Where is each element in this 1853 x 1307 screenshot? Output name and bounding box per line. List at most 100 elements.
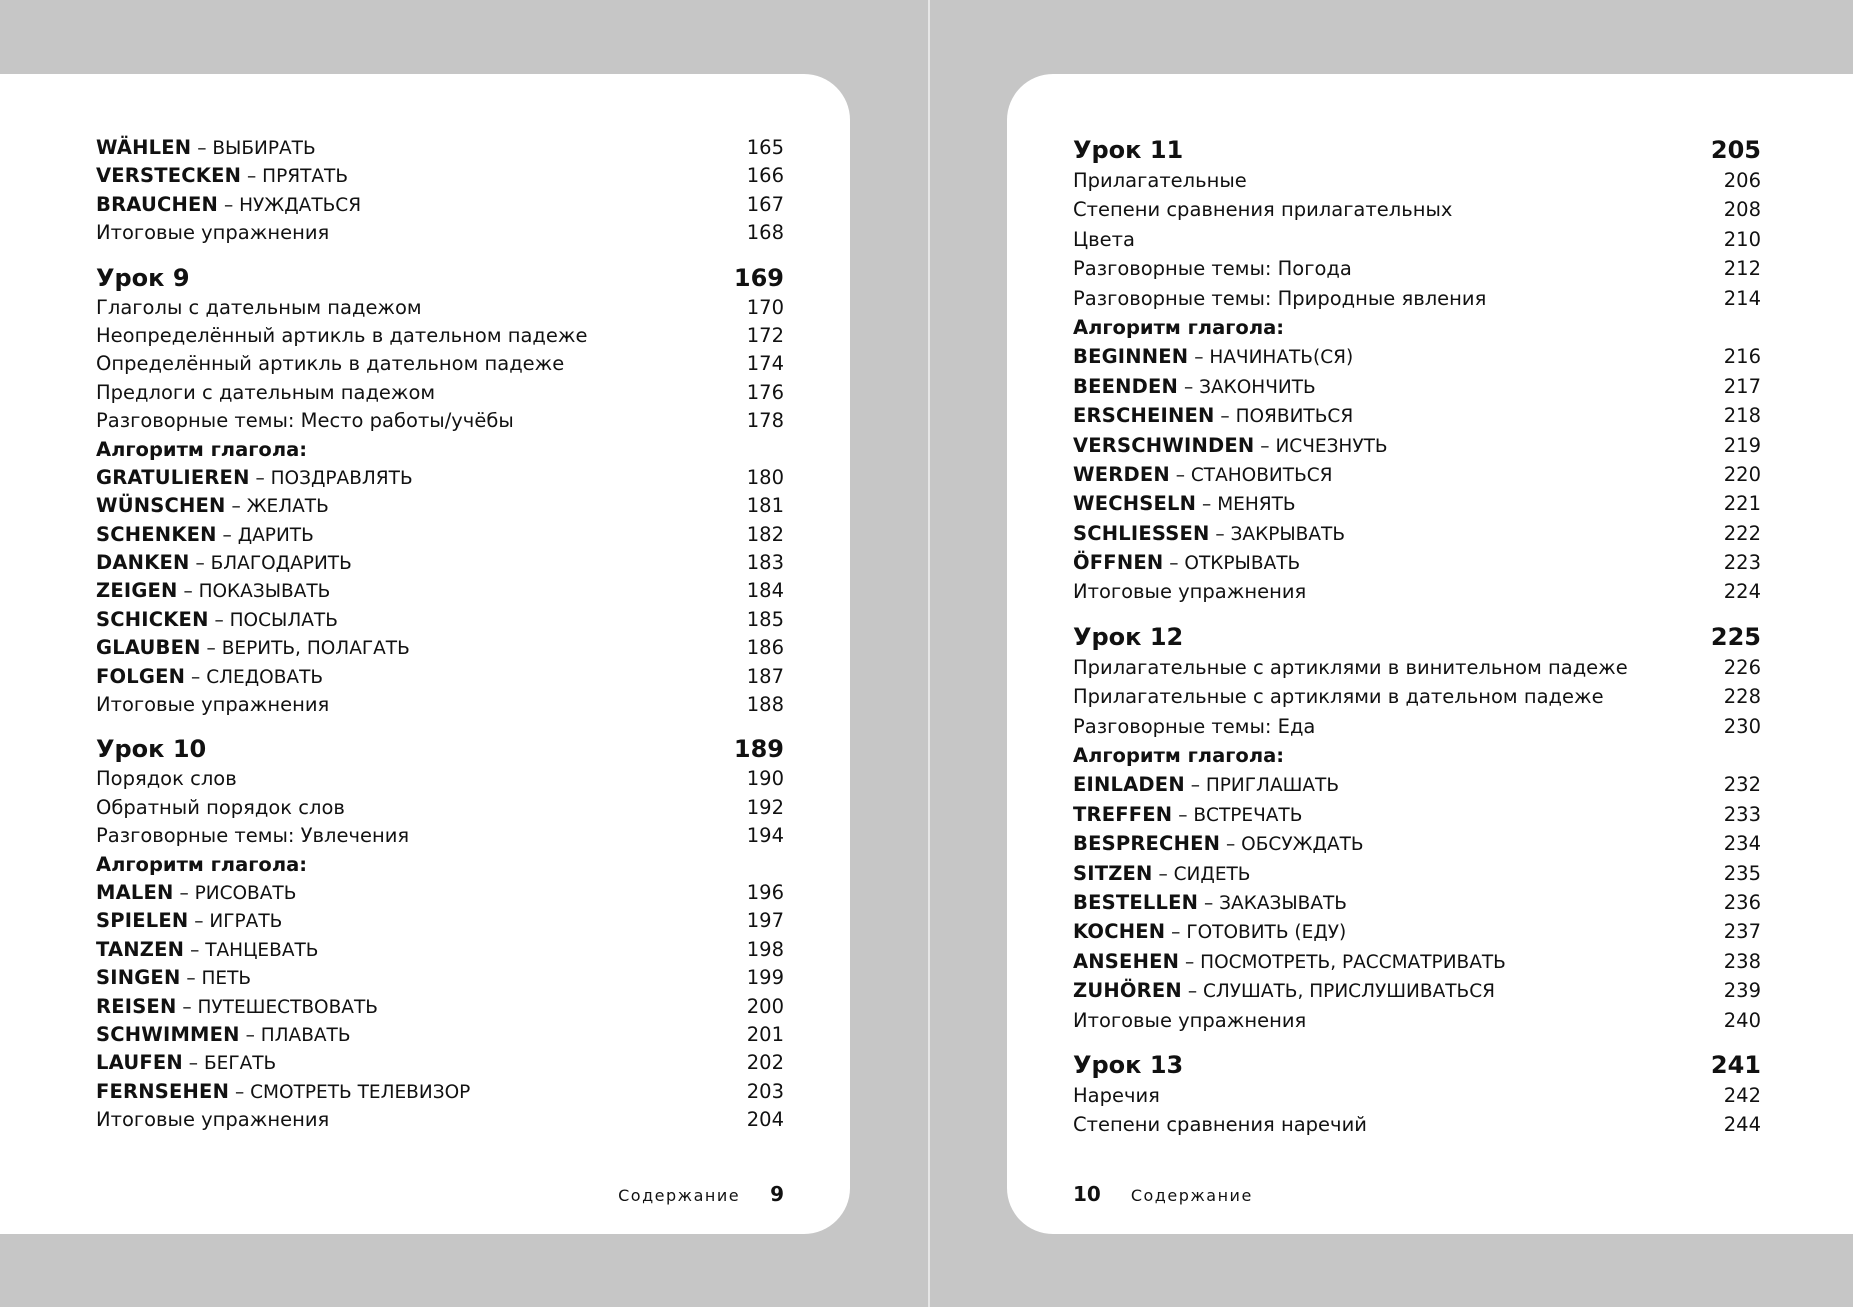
entry-title: Цвета — [1073, 227, 1135, 251]
toc-item-row[interactable]: Итоговые упражнения 240 — [1073, 1006, 1761, 1035]
toc-verb-row[interactable]: WECHSELN – МЕНЯТЬ 221 — [1073, 489, 1761, 518]
toc-verb-row[interactable]: ÖFFNEN – ОТКРЫВАТЬ 223 — [1073, 548, 1761, 577]
verb-russian: ПУТЕШЕСТВОВАТЬ — [197, 996, 378, 1018]
toc-item-row[interactable]: Неопределённый артикль в дательном падеж… — [96, 322, 784, 350]
toc-verb-row[interactable]: SPIELEN – ИГРАТЬ 197 — [96, 907, 784, 935]
verb-german: ÖFFNEN — [1073, 551, 1164, 575]
toc-item-row[interactable]: Прилагательные 206 — [1073, 166, 1761, 195]
toc-verb-row[interactable]: BRAUCHEN – НУЖДАТЬСЯ 167 — [96, 191, 784, 219]
toc-item-row[interactable]: Разговорные темы: Погода 212 — [1073, 254, 1761, 283]
toc-verb-row[interactable]: BEENDEN – ЗАКОНЧИТЬ 217 — [1073, 372, 1761, 401]
toc-verb-row[interactable]: FERNSEHEN – СМОТРЕТЬ ТЕЛЕВИЗОР 203 — [96, 1078, 784, 1106]
toc-lesson-row[interactable]: Урок 13 241 — [1073, 1049, 1761, 1081]
toc-verb-row[interactable]: ANSEHEN – ПОСМОТРЕТЬ, РАССМАТРИВАТЬ 238 — [1073, 947, 1761, 976]
verb-german: BESPRECHEN — [1073, 832, 1221, 856]
verb-russian: ОТКРЫВАТЬ — [1184, 553, 1301, 575]
toc-lesson-row[interactable]: Урок 10 189 — [96, 733, 784, 765]
verb-german: KOCHEN — [1073, 920, 1166, 944]
entry-title: Прилагательные с артиклями в винительном… — [1073, 655, 1628, 679]
toc-verb-row[interactable]: KOCHEN – ГОТОВИТЬ (ЕДУ) 237 — [1073, 917, 1761, 946]
toc-heading-row[interactable]: Алгоритм глагола: — [1073, 313, 1761, 342]
toc-lesson-row[interactable]: Урок 12 225 — [1073, 621, 1761, 653]
entry-page-number: 221 — [1723, 492, 1761, 516]
entry-page-number: 194 — [746, 824, 784, 848]
toc-item-row[interactable]: Итоговые упражнения 188 — [96, 691, 784, 719]
toc-verb-row[interactable]: SCHLIESSEN – ЗАКРЫВАТЬ 222 — [1073, 519, 1761, 548]
toc-verb-row[interactable]: ERSCHEINEN – ПОЯВИТЬСЯ 218 — [1073, 401, 1761, 430]
toc-verb-row[interactable]: ZEIGEN – ПОКАЗЫВАТЬ 184 — [96, 577, 784, 605]
verb-german: ERSCHEINEN — [1073, 404, 1215, 428]
toc-heading-row[interactable]: Алгоритм глагола: — [1073, 741, 1761, 770]
toc-verb-row[interactable]: SITZEN – СИДЕТЬ 235 — [1073, 859, 1761, 888]
entry-title: SCHICKEN – ПОСЫЛАТЬ — [96, 606, 338, 635]
toc-item-row[interactable]: Определённый артикль в дательном падеже 1… — [96, 350, 784, 378]
toc-verb-row[interactable]: LAUFEN – БЕГАТЬ 202 — [96, 1049, 784, 1077]
toc-verb-row[interactable]: SCHICKEN – ПОСЫЛАТЬ 185 — [96, 606, 784, 634]
toc-verb-row[interactable]: WERDEN – СТАНОВИТЬСЯ 220 — [1073, 460, 1761, 489]
toc-item-row[interactable]: Глаголы с дательным падежом 170 — [96, 294, 784, 322]
toc-verb-row[interactable]: TREFFEN – ВСТРЕЧАТЬ 233 — [1073, 800, 1761, 829]
toc-verb-row[interactable]: WÜNSCHEN – ЖЕЛАТЬ 181 — [96, 492, 784, 520]
toc-verb-row[interactable]: GLAUBEN – ВЕРИТЬ, ПОЛАГАТЬ 186 — [96, 634, 784, 662]
toc-item-row[interactable]: Итоговые упражнения 224 — [1073, 577, 1761, 606]
toc-verb-row[interactable]: BESPRECHEN – ОБСУЖДАТЬ 234 — [1073, 829, 1761, 858]
toc-verb-row[interactable]: VERSCHWINDEN – ИСЧЕЗНУТЬ 219 — [1073, 431, 1761, 460]
toc-verb-row[interactable]: REISEN – ПУТЕШЕСТВОВАТЬ 200 — [96, 993, 784, 1021]
verb-russian: ИГРАТЬ — [209, 911, 283, 933]
toc-item-row[interactable]: Разговорные темы: Увлечения 194 — [96, 822, 784, 850]
toc-item-row[interactable]: Разговорные темы: Природные явления 214 — [1073, 284, 1761, 313]
entry-page-number: 217 — [1723, 374, 1761, 398]
toc-item-row[interactable]: Цвета 210 — [1073, 225, 1761, 254]
verb-separator: – — [239, 1024, 261, 1046]
toc-verb-row[interactable]: DANKEN – БЛАГОДАРИТЬ 183 — [96, 549, 784, 577]
entry-page-number: 200 — [746, 994, 784, 1018]
toc-verb-row[interactable]: ZUHÖREN – СЛУШАТЬ, ПРИСЛУШИВАТЬСЯ 239 — [1073, 976, 1761, 1005]
toc-item-row[interactable]: Наречия 242 — [1073, 1081, 1761, 1110]
toc-verb-row[interactable]: VERSTECKEN – ПРЯТАТЬ 166 — [96, 162, 784, 190]
toc-heading-row[interactable]: Алгоритм глагола: — [96, 851, 784, 879]
verb-german: REISEN — [96, 994, 177, 1018]
toc-verb-row[interactable]: MALEN – РИСОВАТЬ 196 — [96, 879, 784, 907]
toc-lesson-row[interactable]: Урок 9 169 — [96, 262, 784, 294]
entry-page-number: 196 — [746, 880, 784, 904]
toc-verb-row[interactable]: SCHWIMMEN – ПЛАВАТЬ 201 — [96, 1021, 784, 1049]
entry-page-number: 230 — [1723, 714, 1761, 738]
toc-item-row[interactable]: Итоговые упражнения 168 — [96, 219, 784, 247]
entry-title: FOLGEN – СЛЕДОВАТЬ — [96, 663, 323, 692]
toc-verb-row[interactable]: WÄHLEN – ВЫБИРАТЬ 165 — [96, 134, 784, 162]
toc-verb-row[interactable]: BEGINNEN – НАЧИНАТЬ(СЯ) 216 — [1073, 342, 1761, 371]
toc-item-row[interactable]: Обратный порядок слов 192 — [96, 794, 784, 822]
toc-verb-row[interactable]: SCHENKEN – ДАРИТЬ 182 — [96, 521, 784, 549]
entry-page-number: 219 — [1723, 433, 1761, 457]
toc-verb-row[interactable]: TANZEN – ТАНЦЕВАТЬ 198 — [96, 936, 784, 964]
toc-item-row[interactable]: Порядок слов 190 — [96, 765, 784, 793]
toc-verb-row[interactable]: GRATULIEREN – ПОЗДРАВЛЯТЬ 180 — [96, 464, 784, 492]
verb-separator: – — [1179, 951, 1201, 973]
toc-item-row[interactable]: Прилагательные с артиклями в винительном… — [1073, 653, 1761, 682]
entry-title: Разговорные темы: Погода — [1073, 257, 1352, 281]
toc-item-row[interactable]: Степени сравнения наречий 244 — [1073, 1110, 1761, 1139]
entry-title: Итоговые упражнения — [96, 1108, 330, 1132]
verb-german: VERSTECKEN — [96, 164, 242, 188]
toc-verb-row[interactable]: EINLADEN – ПРИГЛАШАТЬ 232 — [1073, 770, 1761, 799]
toc-item-row[interactable]: Прилагательные с артиклями в дательном п… — [1073, 682, 1761, 711]
entry-title: DANKEN – БЛАГОДАРИТЬ — [96, 549, 352, 578]
verb-russian: ПРЯТАТЬ — [262, 166, 349, 188]
toc-heading-row[interactable]: Алгоритм глагола: — [96, 436, 784, 464]
toc-lesson-row[interactable]: Урок 11 205 — [1073, 134, 1761, 166]
toc-item-row[interactable]: Степени сравнения прилагательных 208 — [1073, 195, 1761, 224]
toc-item-row[interactable]: Итоговые упражнения 204 — [96, 1106, 784, 1134]
entry-title: Разговорные темы: Природные явления — [1073, 286, 1487, 310]
toc-verb-row[interactable]: BESTELLEN – ЗАКАЗЫВАТЬ 236 — [1073, 888, 1761, 917]
verb-separator: – — [176, 996, 198, 1018]
toc-verb-row[interactable]: FOLGEN – СЛЕДОВАТЬ 187 — [96, 663, 784, 691]
toc-item-row[interactable]: Разговорные темы: Еда 230 — [1073, 712, 1761, 741]
toc-verb-row[interactable]: SINGEN – ПЕТЬ 199 — [96, 964, 784, 992]
entry-title: BEGINNEN – НАЧИНАТЬ(СЯ) — [1073, 342, 1353, 372]
verb-russian: РИСОВАТЬ — [194, 882, 297, 904]
toc-item-row[interactable]: Разговорные темы: Место работы/учёбы 178 — [96, 407, 784, 435]
verb-separator: – — [1165, 922, 1187, 944]
entry-page-number: 174 — [746, 352, 784, 376]
toc-item-row[interactable]: Предлоги с дательным падежом 176 — [96, 379, 784, 407]
verb-separator: – — [1172, 804, 1194, 826]
